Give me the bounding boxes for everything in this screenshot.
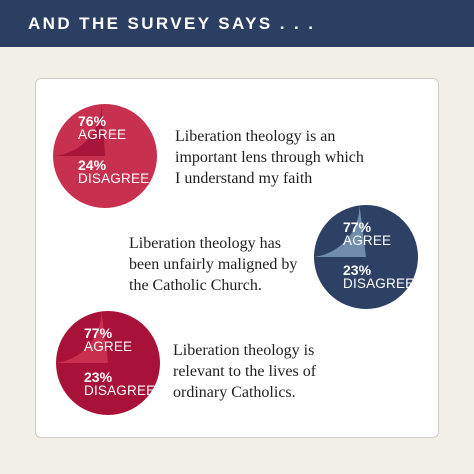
disagree-label-2: 23% DISAGREE bbox=[343, 263, 414, 291]
agree-label-1: 76% AGREE bbox=[78, 114, 126, 142]
pie-slice-disagree bbox=[53, 104, 105, 156]
statement-line: the Catholic Church. bbox=[129, 277, 262, 294]
agree-percent: 77% bbox=[343, 219, 372, 235]
agree-percent: 76% bbox=[78, 113, 107, 129]
disagree-label-1: 24% DISAGREE bbox=[78, 158, 149, 186]
agree-label-2: 77% AGREE bbox=[343, 220, 391, 248]
statement-line: been unfairly maligned by bbox=[129, 256, 298, 273]
statement-line: I understand my faith bbox=[175, 170, 313, 187]
disagree-percent: 24% bbox=[78, 157, 107, 173]
header-bar: AND THE SURVEY SAYS . . . bbox=[0, 0, 474, 47]
statement-line: Liberation theology is an bbox=[175, 128, 336, 145]
statement-1: Liberation theology is an important lens… bbox=[175, 126, 364, 189]
statement-line: important lens through which bbox=[175, 149, 364, 166]
disagree-text: DISAGREE bbox=[84, 383, 156, 398]
statement-line: Liberation theology is bbox=[173, 342, 315, 359]
agree-percent: 77% bbox=[84, 325, 113, 341]
agree-text: AGREE bbox=[78, 127, 127, 142]
statement-3: Liberation theology is relevant to the l… bbox=[173, 340, 316, 403]
disagree-percent: 23% bbox=[84, 369, 113, 385]
pie-chart-2 bbox=[314, 205, 418, 309]
pie-slice-disagree bbox=[56, 311, 108, 363]
pie-chart-3 bbox=[56, 311, 160, 415]
statement-line: relevant to the lives of bbox=[173, 363, 317, 380]
agree-text: AGREE bbox=[343, 233, 392, 248]
agree-label-3: 77% AGREE bbox=[84, 326, 132, 354]
statement-2: Liberation theology has been unfairly ma… bbox=[129, 233, 297, 296]
disagree-text: DISAGREE bbox=[78, 171, 150, 186]
statement-line: Liberation theology has bbox=[129, 235, 281, 252]
pie-slice-disagree bbox=[314, 205, 366, 257]
agree-text: AGREE bbox=[84, 339, 133, 354]
statement-line: ordinary Catholics. bbox=[173, 384, 296, 401]
disagree-label-3: 23% DISAGREE bbox=[84, 370, 155, 398]
disagree-percent: 23% bbox=[343, 262, 372, 278]
page-title: AND THE SURVEY SAYS . . . bbox=[28, 14, 316, 33]
disagree-text: DISAGREE bbox=[343, 276, 415, 291]
pie-chart-1 bbox=[53, 104, 157, 208]
